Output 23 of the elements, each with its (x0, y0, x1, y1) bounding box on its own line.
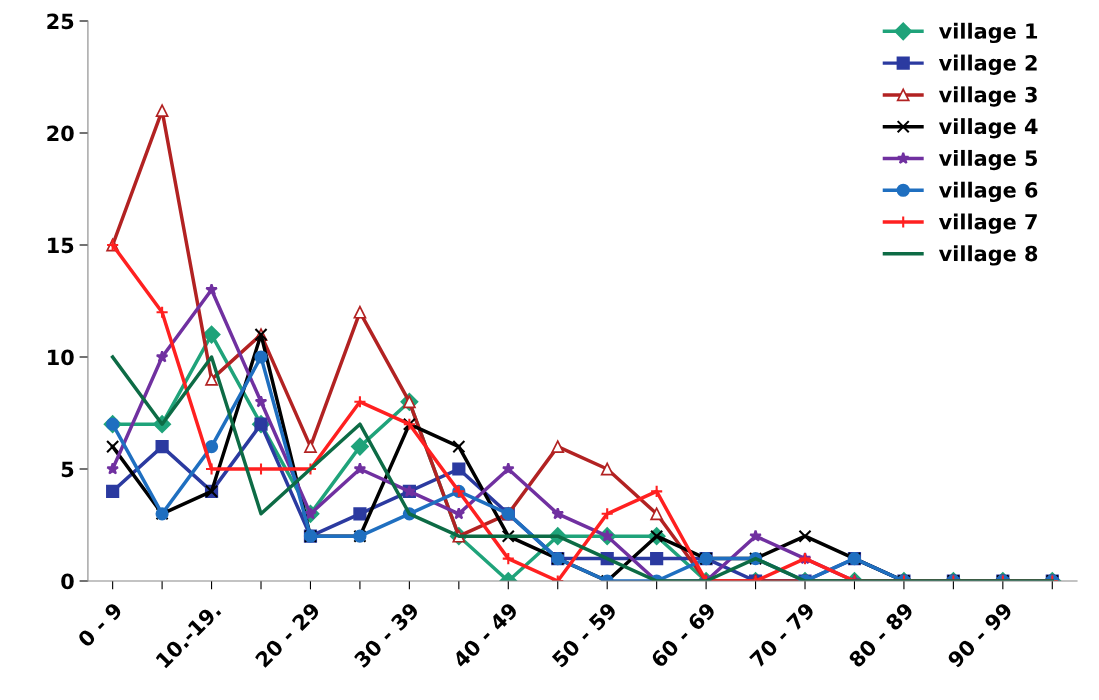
legend-label: village 5 (938, 149, 1038, 171)
y-tick-label: 5 (61, 461, 74, 478)
x-tick-label: 30 - 39 (353, 601, 420, 669)
x-tick-label: 20 - 29 (254, 601, 321, 669)
x-tick-label: 0 - 9 (76, 601, 124, 649)
x-tick-label: 70 - 79 (748, 601, 816, 669)
y-tick-label: 20 (47, 125, 74, 142)
x-tick-label: 90 - 99 (946, 601, 1014, 669)
y-tick-label: 10 (48, 349, 74, 366)
x-tick-label: 40 - 49 (451, 601, 519, 669)
x-tick-label: 60 - 69 (649, 601, 717, 669)
y-tick-label: 0 (61, 573, 74, 590)
legend-label: village 1 (938, 22, 1038, 44)
legend-label: village 7 (938, 213, 1037, 234)
y-tick-label: 15 (48, 237, 74, 254)
legend-label: village 4 (938, 118, 1038, 139)
legend-label: village 3 (938, 86, 1037, 107)
legend-label: village 6 (938, 181, 1038, 203)
legend-label: village 2 (938, 54, 1037, 75)
x-tick-label: 50 - 59 (551, 601, 618, 669)
y-tick-label: 25 (47, 13, 74, 30)
legend-label: village 8 (938, 245, 1038, 266)
x-tick-label: 80 - 89 (847, 601, 915, 669)
